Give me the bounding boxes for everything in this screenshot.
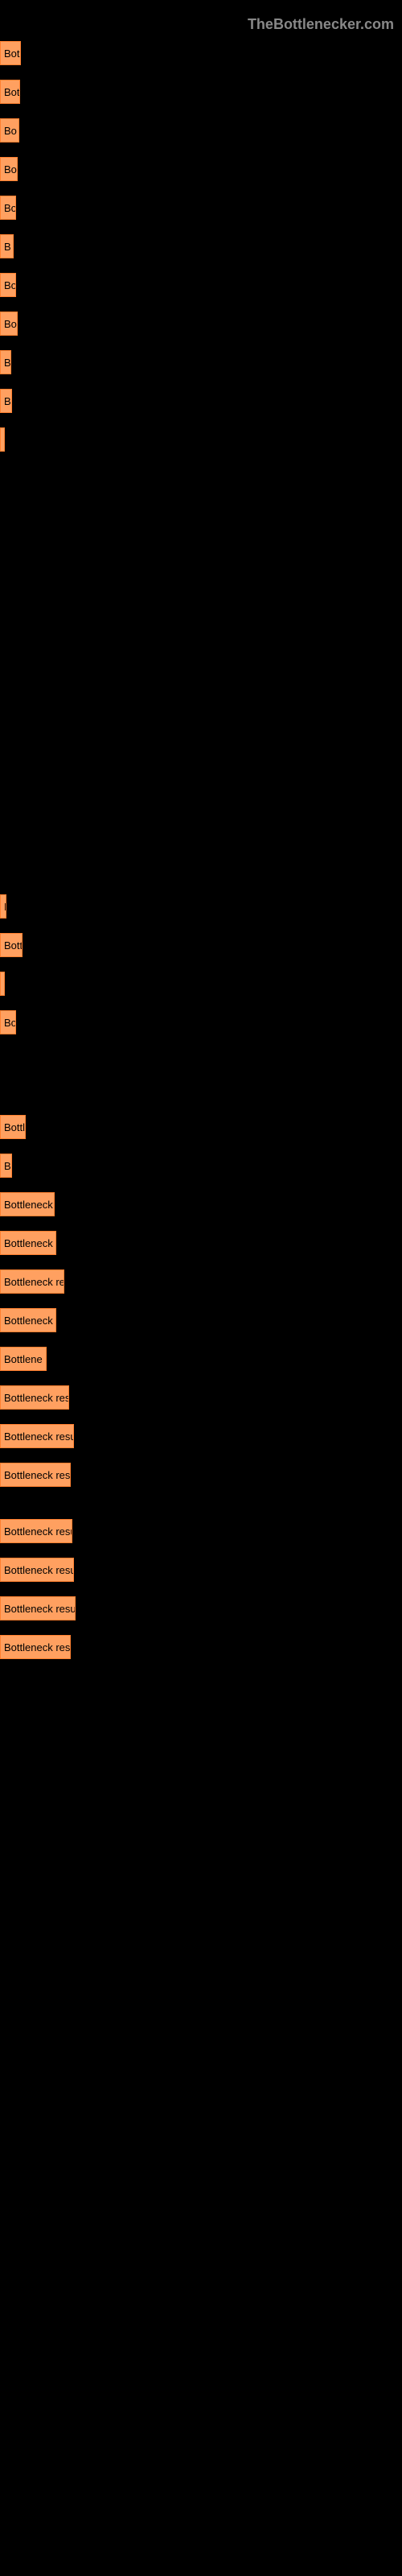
chart-bar: Bottlene [0,1347,47,1371]
chart-bar: Bot [0,80,20,104]
chart-bar: Bottleneck re [0,1269,64,1294]
bar-row: Bottlene [0,1347,402,1371]
bar-row: Bot [0,80,402,104]
bar-row: B [0,350,402,374]
chart-bar: Bottleneck resu [0,1424,74,1448]
bar-row [0,427,402,452]
bar-row: Bottleneck resu [0,1596,402,1620]
bar-chart: BotBotBoBoBoBBoBoBBPBottBoBottleBBottlen… [0,41,402,1659]
chart-bar: Bottle [0,1115,26,1139]
bar-row: Bo [0,1010,402,1034]
bar-row: Bottleneck [0,1308,402,1332]
bar-row: Bo [0,157,402,181]
chart-bar: Bottleneck res [0,1635,71,1659]
bar-row: Bo [0,196,402,220]
bar-row: Bottleneck [0,1192,402,1216]
bar-row: Bo [0,118,402,142]
chart-bar: Bo [0,273,16,297]
chart-bar [0,972,5,996]
chart-bar: Bottleneck [0,1192,55,1216]
bar-row: B [0,234,402,258]
chart-bar: B [0,389,12,413]
bar-row: Bottleneck res [0,1463,402,1487]
bar-row: Bottle [0,1115,402,1139]
bar-row: Bottleneck [0,1231,402,1255]
bar-row: Bo [0,273,402,297]
chart-bar [0,427,5,452]
bar-row: P [0,894,402,919]
chart-bar: Bo [0,312,18,336]
bar-row: Bottleneck res [0,1635,402,1659]
bar-row: Bottleneck res [0,1385,402,1410]
chart-bar: Bottleneck res [0,1385,69,1410]
chart-bar: Bottleneck [0,1231,56,1255]
bar-row: Bo [0,312,402,336]
chart-bar: B [0,234,14,258]
chart-bar: Bottleneck resu [0,1519,72,1543]
bar-row: B [0,1154,402,1178]
bar-row: Bott [0,933,402,957]
bar-row: Bot [0,41,402,65]
chart-bar: Bottleneck resu [0,1558,74,1582]
chart-bar: B [0,350,11,374]
chart-bar: Bo [0,1010,16,1034]
chart-bar: B [0,1154,12,1178]
chart-bar: Bottleneck [0,1308,56,1332]
bar-row [0,972,402,996]
bar-row: Bottleneck resu [0,1558,402,1582]
bar-row: Bottleneck resu [0,1519,402,1543]
bar-row: Bottleneck resu [0,1424,402,1448]
chart-bar: Bo [0,157,18,181]
page-header: TheBottlenecker.com [0,16,402,33]
bar-row: Bottleneck re [0,1269,402,1294]
bar-row: B [0,389,402,413]
chart-bar: Bottleneck res [0,1463,71,1487]
chart-bar: Bo [0,118,19,142]
chart-bar: P [0,894,6,919]
chart-bar: Bottleneck resu [0,1596,76,1620]
chart-bar: Bot [0,41,21,65]
chart-bar: Bott [0,933,23,957]
chart-bar: Bo [0,196,16,220]
